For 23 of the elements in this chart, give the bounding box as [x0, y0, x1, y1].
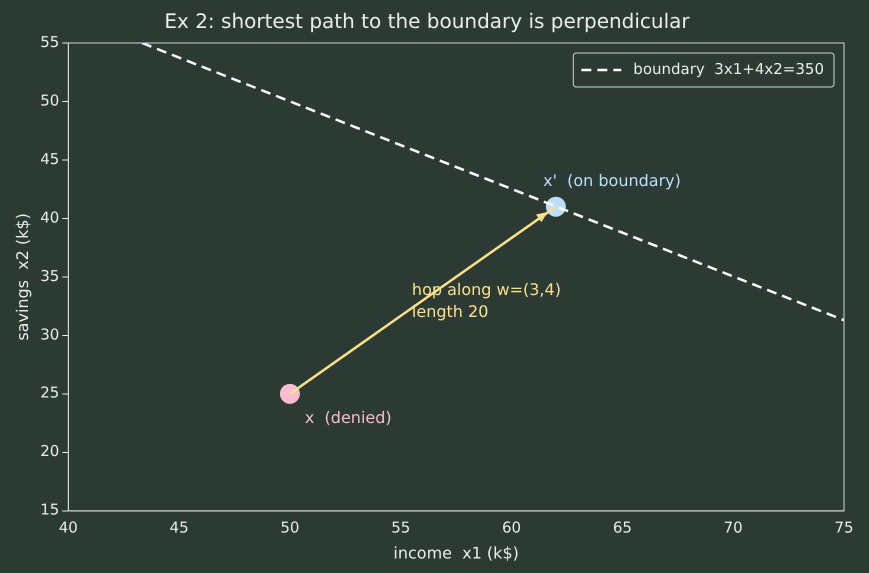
y-tick-label: 55	[40, 32, 60, 51]
x-axis-title: income x1 (k$)	[393, 544, 519, 563]
chart-title: Ex 2: shortest path to the boundary is perpendicular	[164, 9, 690, 34]
y-tick-label: 25	[40, 384, 60, 402]
annotation: x' (on boundary)	[543, 170, 681, 190]
y-tick-label: 35	[40, 266, 60, 285]
y-tick-label: 15	[40, 500, 60, 519]
x-tick-label: 50	[280, 518, 300, 537]
x-tick-label: 70	[724, 518, 743, 537]
y-tick-label: 50	[40, 91, 60, 110]
y-tick-label: 45	[40, 150, 60, 168]
x-tick-label: 45	[170, 518, 189, 537]
x-tick-label: 60	[502, 518, 522, 537]
y-tick-label: 40	[40, 208, 60, 226]
y-axis-title: savings x2 (k$)	[12, 213, 32, 341]
x-tick-label: 75	[834, 518, 854, 537]
x-tick-label: 55	[391, 518, 410, 537]
legend-label: boundary 3x1+4x2=350	[633, 60, 824, 78]
y-tick-label: 20	[40, 442, 60, 460]
x-tick-label: 40	[58, 518, 78, 537]
y-tick-label: 30	[40, 325, 60, 344]
annotation: x (denied)	[304, 408, 392, 428]
x-tick-label: 65	[612, 518, 632, 537]
